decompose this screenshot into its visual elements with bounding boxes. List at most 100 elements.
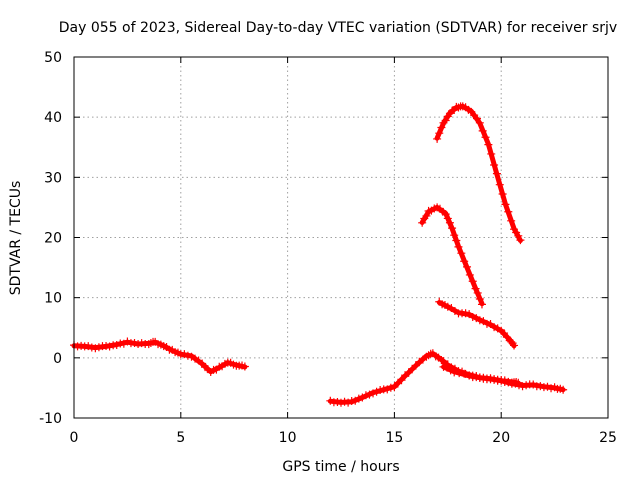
data-point [443, 302, 452, 311]
y-tick-label: 30 [44, 170, 62, 186]
data-point [500, 376, 509, 385]
data-point [240, 362, 249, 371]
axis-ticks: 0 5 10 15 20 25 -10 0 10 20 30 40 50 [39, 50, 617, 446]
y-tick-label: 10 [44, 291, 62, 307]
data-point [433, 134, 442, 143]
data-point [492, 169, 501, 178]
data-point [383, 385, 392, 394]
data-point [460, 369, 469, 378]
data-point [477, 300, 486, 309]
data-point [487, 149, 496, 158]
x-tick-label: 5 [176, 430, 185, 446]
series-band [436, 300, 517, 349]
y-axis-label: SDTVAR / TECUs [8, 181, 24, 296]
data-point [411, 361, 420, 370]
data-point [481, 133, 490, 142]
data-point [376, 386, 385, 395]
data-point [490, 160, 499, 169]
data-point [454, 242, 463, 251]
data-point [445, 218, 454, 227]
data-point [344, 398, 353, 407]
data-point [443, 214, 452, 223]
data-point [514, 231, 523, 240]
data-point [333, 397, 342, 406]
data-point [354, 394, 363, 403]
series-band [419, 204, 485, 307]
data-point [437, 123, 446, 132]
data-point [94, 343, 103, 352]
data-points [70, 102, 568, 407]
data-point [130, 339, 139, 348]
data-point [87, 343, 96, 352]
data-point [490, 323, 499, 332]
data-point [460, 257, 469, 266]
y-tick-label: -10 [39, 411, 62, 427]
data-point [326, 396, 335, 405]
data-point [461, 309, 470, 318]
data-point [390, 383, 399, 392]
data-point [475, 118, 484, 127]
data-point [441, 210, 450, 219]
data-point [478, 126, 487, 135]
data-point [465, 371, 474, 380]
data-point [183, 351, 192, 360]
x-axis-label: GPS time / hours [282, 459, 399, 475]
x-tick-label: 25 [599, 430, 617, 446]
series-arc-6 [435, 297, 519, 350]
data-point [501, 200, 510, 209]
data-point [137, 339, 146, 348]
data-point [500, 329, 509, 338]
data-point [457, 249, 466, 258]
data-point [439, 362, 448, 371]
data-point [452, 236, 461, 245]
data-point [455, 369, 464, 378]
data-point [386, 383, 395, 392]
series-arc-1 [70, 337, 249, 377]
data-point [465, 270, 474, 279]
data-point [435, 129, 444, 138]
data-point [504, 207, 513, 216]
data-point [397, 376, 406, 385]
data-point [84, 342, 93, 351]
data-point [468, 277, 477, 286]
data-point [495, 180, 504, 189]
data-point [369, 389, 378, 398]
data-point [514, 378, 523, 387]
data-point [516, 236, 525, 245]
data-point [518, 382, 527, 391]
data-point [472, 373, 481, 382]
data-point [91, 344, 100, 353]
data-point [486, 374, 495, 383]
data-point [340, 397, 349, 406]
data-point [471, 284, 480, 293]
data-point [450, 368, 459, 377]
series-arc-5 [433, 102, 525, 245]
y-tick-label: 20 [44, 231, 62, 247]
chart-title: Day 055 of 2023, Sidereal Day-to-day VTE… [59, 20, 617, 36]
data-point [365, 390, 374, 399]
data-point [134, 339, 143, 348]
grid-lines [74, 57, 608, 418]
y-tick-label: 0 [53, 351, 62, 367]
data-point [337, 398, 345, 407]
series-band [434, 103, 523, 243]
data-point [112, 340, 121, 349]
data-point [372, 387, 381, 396]
data-point [529, 380, 538, 389]
series-arc-4 [418, 203, 486, 309]
data-point [446, 366, 455, 375]
data-point [404, 368, 413, 377]
y-tick-label: 50 [44, 50, 62, 66]
data-point [418, 218, 427, 227]
data-point [510, 341, 519, 350]
data-point [536, 382, 545, 391]
data-point [123, 337, 132, 346]
series-arc-3 [439, 362, 523, 387]
data-point [463, 262, 472, 271]
x-tick-label: 0 [70, 430, 79, 446]
data-point [450, 231, 459, 240]
data-point [472, 114, 481, 123]
data-point [468, 313, 477, 322]
data-point [105, 342, 114, 351]
